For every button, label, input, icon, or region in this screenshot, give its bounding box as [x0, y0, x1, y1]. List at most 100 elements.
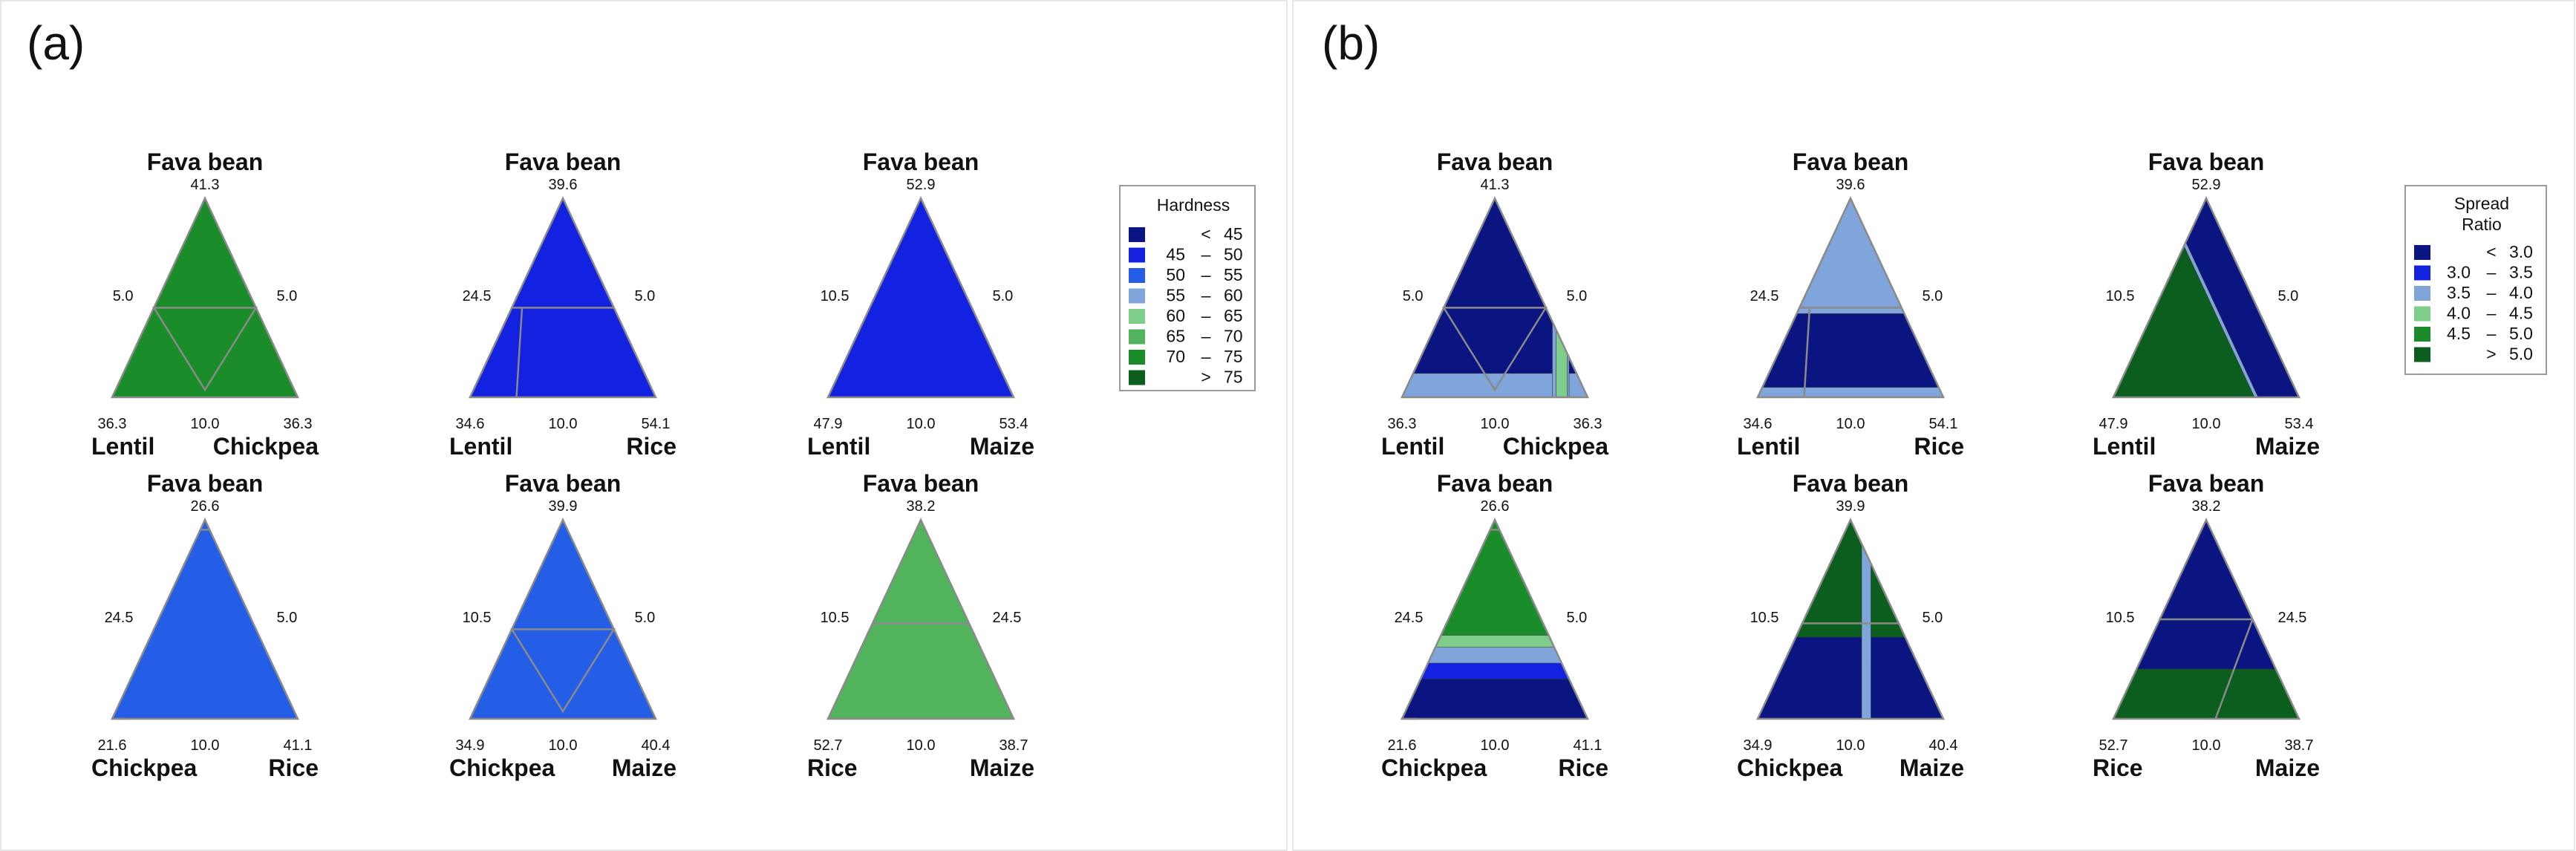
bottom-left-vertex-name: Lentil — [807, 433, 870, 460]
right-edge-value: 5.0 — [2278, 288, 2299, 304]
legend-entry: >5.0 — [2414, 345, 2533, 364]
top-vertex-value: 39.9 — [1836, 498, 1865, 515]
right-edge-value: 5.0 — [1923, 610, 1943, 626]
top-vertex-value: 41.3 — [191, 177, 220, 193]
bottom-left-vertex-name: Rice — [807, 754, 858, 781]
bottom-right-vertex-name: Maize — [612, 754, 676, 781]
left-edge-value: 10.5 — [463, 610, 492, 626]
bottom-right-vertex-name: Maize — [970, 754, 1034, 781]
top-vertex-value: 41.3 — [1481, 177, 1510, 193]
top-vertex-value: 52.9 — [907, 177, 936, 193]
triangle-outline — [2112, 518, 2301, 720]
bottom-edge-value: 10.0 — [1836, 416, 1865, 432]
bottom-right-vertex-name: Maize — [2255, 754, 2320, 781]
legend-range-low: 65 — [1166, 327, 1185, 346]
left-edge-value: 5.0 — [1403, 288, 1424, 304]
bottom-edge-value: 10.0 — [1481, 737, 1510, 754]
bottom-edge-value: 10.0 — [907, 737, 936, 754]
legend-title: Spread — [2454, 194, 2509, 213]
top-vertex-value: 26.6 — [191, 498, 220, 515]
top-vertex-name: Fava bean — [1793, 149, 1909, 175]
bottom-right-vertex-name: Chickpea — [1503, 433, 1608, 460]
triangle-outline — [826, 196, 1015, 399]
bottom-edge-value: 10.0 — [549, 416, 578, 432]
legend-range-low: 3.5 — [2447, 283, 2471, 302]
legend-entry: 45–50 — [1129, 245, 1243, 264]
top-vertex-name: Fava bean — [505, 149, 622, 175]
contour-band — [1402, 198, 1588, 397]
legend-range-high: 5.0 — [2509, 324, 2533, 343]
bottom-right-vertex-value: 40.4 — [1929, 737, 1958, 754]
legend-swatch — [2414, 286, 2430, 301]
legend-range-high: 3.5 — [2509, 263, 2533, 282]
legend-range-low: 55 — [1166, 286, 1185, 305]
bottom-edge-value: 10.0 — [907, 416, 936, 432]
bottom-left-vertex-value: 34.6 — [456, 416, 485, 432]
triangle-outline — [2112, 196, 2301, 399]
legend-range-separator: – — [1201, 265, 1211, 284]
contour-band — [1861, 520, 1871, 719]
top-vertex-name: Fava bean — [147, 470, 264, 497]
triangle-outline — [1401, 196, 1589, 399]
top-vertex-value: 39.9 — [549, 498, 578, 515]
legend-entry: 4.0–4.5 — [2414, 304, 2533, 323]
right-edge-value: 5.0 — [635, 288, 656, 304]
bottom-left-vertex-value: 47.9 — [2099, 416, 2128, 432]
legend-range-high: 4.0 — [2509, 283, 2533, 302]
bottom-edge-value: 10.0 — [1481, 416, 1510, 432]
bottom-right-vertex-value: 36.3 — [1574, 416, 1602, 432]
bottom-left-vertex-value: 36.3 — [98, 416, 127, 432]
triangle-outline — [1401, 518, 1589, 720]
bottom-right-vertex-value: 53.4 — [2285, 416, 2314, 432]
legend-swatch — [2414, 306, 2430, 322]
bottom-edge-value: 10.0 — [191, 737, 220, 754]
legend-entry: >75 — [1129, 368, 1243, 387]
legend-swatch — [2414, 265, 2430, 281]
left-edge-value: 24.5 — [105, 610, 134, 626]
legend-swatch — [2414, 347, 2430, 362]
legend-range-high: 70 — [1224, 327, 1243, 346]
right-edge-value: 5.0 — [1923, 288, 1943, 304]
bottom-right-vertex-name: Maize — [970, 433, 1034, 460]
bottom-left-vertex-value: 34.9 — [1744, 737, 1773, 754]
constraint-lines — [152, 307, 258, 392]
contour-band — [1758, 387, 1943, 397]
constraint-lines — [2159, 618, 2254, 720]
bottom-right-vertex-value: 54.1 — [642, 416, 671, 432]
legend-swatch — [1129, 268, 1145, 283]
legend-entry: 55–60 — [1129, 286, 1243, 305]
legend-range-separator: – — [2487, 283, 2497, 302]
constraint-lines — [1799, 307, 1902, 398]
bottom-left-vertex-value: 52.7 — [814, 737, 843, 754]
legend-swatch — [1129, 350, 1145, 365]
legend-range-low: 70 — [1166, 347, 1185, 366]
top-vertex-name: Fava bean — [147, 149, 264, 175]
left-edge-value: 10.5 — [821, 610, 850, 626]
bottom-left-vertex-value: 34.9 — [456, 737, 485, 754]
bottom-left-vertex-name: Lentil — [91, 433, 154, 460]
bottom-right-vertex-name: Rice — [626, 433, 676, 460]
legend-entry: 3.5–4.0 — [2414, 283, 2533, 302]
legend-a: Hardness< 4545–5050–5555–6060–6565–7070–7… — [1119, 185, 1256, 391]
top-vertex-name: Fava bean — [1437, 149, 1553, 175]
bottom-left-vertex-value: 36.3 — [1388, 416, 1417, 432]
bottom-right-vertex-name: Maize — [2255, 433, 2320, 460]
triangle-outline — [826, 518, 1015, 720]
triangle-outline — [111, 196, 299, 399]
bottom-right-vertex-name: Rice — [1558, 754, 1608, 781]
legend-entry: 65–70 — [1129, 327, 1243, 346]
legend-range-high: 75 — [1224, 347, 1243, 366]
legend-range-high: 3.0 — [2509, 242, 2533, 261]
bottom-right-vertex-name: Chickpea — [213, 433, 319, 460]
top-vertex-name: Fava bean — [2148, 149, 2265, 175]
top-vertex-value: 39.6 — [1836, 177, 1865, 193]
legend-title: Ratio — [2462, 215, 2502, 234]
bottom-edge-value: 10.0 — [1836, 737, 1865, 754]
legend-swatch — [1129, 288, 1145, 304]
top-vertex-value: 38.2 — [907, 498, 936, 515]
legend-range-high: 5.0 — [2509, 345, 2533, 364]
bottom-right-vertex-name: Rice — [1914, 433, 1964, 460]
bottom-left-vertex-name: Rice — [2093, 754, 2143, 781]
bottom-left-vertex-value: 21.6 — [1388, 737, 1417, 754]
bottom-left-vertex-name: Chickpea — [449, 754, 555, 781]
